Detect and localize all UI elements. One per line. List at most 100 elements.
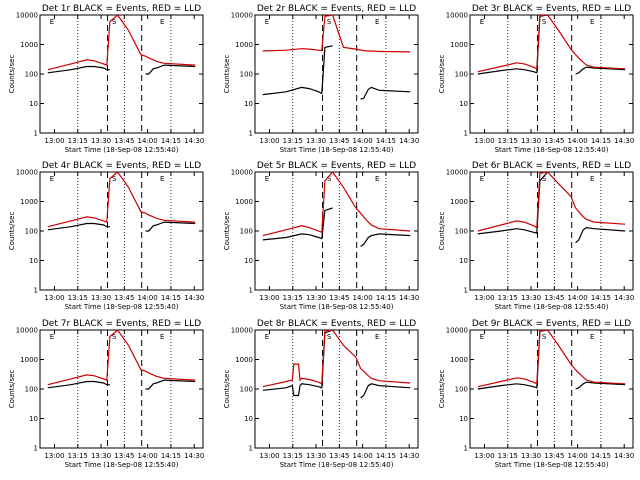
- series-lld-line: [47, 15, 196, 71]
- series-events-line: [477, 15, 626, 75]
- x-tick-label: 14:30: [399, 452, 419, 460]
- x-tick-label: 13:00: [259, 452, 279, 460]
- x-tick-label: 13:30: [306, 137, 326, 145]
- x-axis-label: Start Time (18-Sep-08 12:55:40): [280, 461, 394, 469]
- y-axis-label: Counts/sec: [438, 55, 446, 94]
- marker-label: S: [542, 18, 547, 26]
- y-tick-label: 1000: [235, 198, 253, 206]
- y-tick-label: 10: [244, 257, 253, 265]
- plot-frame: [469, 329, 634, 449]
- marker-label: E: [160, 175, 164, 183]
- marker-label: E: [480, 333, 484, 341]
- marker-label: E: [375, 18, 379, 26]
- y-tick-label: 1: [34, 130, 38, 138]
- y-axis-label: Counts/sec: [8, 55, 16, 94]
- y-tick-label: 10: [459, 257, 468, 265]
- x-tick-label: 14:00: [138, 294, 158, 302]
- y-tick-label: 100: [455, 71, 468, 79]
- panel-title: Det 9r BLACK = Events, RED = LLD: [472, 319, 631, 329]
- marker-label: E: [160, 333, 164, 341]
- marker-label: E: [265, 175, 269, 183]
- x-tick-label: 13:15: [68, 294, 88, 302]
- series-lld-line: [477, 15, 626, 73]
- y-tick-label: 1000: [235, 41, 253, 49]
- x-tick-label: 14:00: [138, 452, 158, 460]
- plot-frame: [39, 329, 204, 449]
- series-events-line: [477, 172, 626, 244]
- y-tick-label: 100: [455, 386, 468, 394]
- x-tick-label: 14:00: [568, 452, 588, 460]
- panel-title: Det 4r BLACK = Events, RED = LLD: [42, 161, 201, 171]
- y-tick-label: 10000: [231, 327, 253, 335]
- x-tick-label: 13:15: [498, 452, 518, 460]
- marker-label: E: [480, 18, 484, 26]
- series-events-line: [47, 379, 196, 390]
- x-tick-label: 13:15: [498, 137, 518, 145]
- x-tick-label: 13:30: [91, 294, 111, 302]
- x-tick-label: 13:00: [474, 137, 494, 145]
- x-tick-label: 13:15: [498, 294, 518, 302]
- y-tick-label: 100: [240, 71, 253, 79]
- y-tick-label: 10000: [16, 327, 38, 335]
- x-tick-label: 13:15: [283, 294, 303, 302]
- y-tick-label: 10000: [446, 12, 468, 20]
- y-tick-label: 1000: [20, 41, 38, 49]
- x-tick-label: 13:30: [91, 137, 111, 145]
- x-axis-label: Start Time (18-Sep-08 12:55:40): [280, 146, 394, 154]
- x-tick-label: 14:30: [614, 137, 634, 145]
- marker-label: E: [590, 175, 594, 183]
- marker-label: E: [50, 333, 54, 341]
- y-tick-label: 10000: [231, 12, 253, 20]
- marker-label: S: [327, 18, 332, 26]
- y-tick-label: 10: [29, 257, 38, 265]
- marker-label: E: [265, 333, 269, 341]
- x-tick-label: 13:30: [306, 452, 326, 460]
- y-tick-label: 100: [240, 228, 253, 236]
- y-tick-label: 1000: [450, 41, 468, 49]
- marker-label: E: [590, 333, 594, 341]
- panel-title: Det 8r BLACK = Events, RED = LLD: [257, 319, 416, 329]
- y-tick-label: 10: [29, 100, 38, 108]
- x-axis-label: Start Time (18-Sep-08 12:55:40): [495, 146, 609, 154]
- panel-6: Det 6r BLACK = Events, RED = LLD 1 10 100 10…: [438, 161, 634, 311]
- plot-frame: [469, 171, 634, 291]
- y-axis-label: Counts/sec: [8, 212, 16, 251]
- x-tick-label: 13:00: [44, 452, 64, 460]
- series-events-line: [47, 221, 196, 232]
- x-tick-label: 14:30: [184, 452, 204, 460]
- y-tick-label: 1: [34, 445, 38, 453]
- panel-7: Det 7r BLACK = Events, RED = LLD 1 10 100 10…: [8, 319, 204, 469]
- panel-3: Det 3r BLACK = Events, RED = LLD 1 10 100 10…: [438, 4, 634, 154]
- y-axis-label: Counts/sec: [8, 370, 16, 409]
- panel-8: Det 8r BLACK = Events, RED = LLD 1 10 100 10…: [223, 319, 419, 469]
- plot-frame: [39, 171, 204, 291]
- x-axis-label: Start Time (18-Sep-08 12:55:40): [495, 461, 609, 469]
- x-tick-label: 14:30: [614, 294, 634, 302]
- x-axis-label: Start Time (18-Sep-08 12:55:40): [495, 303, 609, 311]
- panel-title: Det 7r BLACK = Events, RED = LLD: [42, 319, 201, 329]
- y-tick-label: 1000: [450, 356, 468, 364]
- y-axis-label: Counts/sec: [438, 212, 446, 251]
- x-tick-label: 14:15: [376, 137, 396, 145]
- panel-4: Det 4r BLACK = Events, RED = LLD 1 10 100 10…: [8, 161, 204, 311]
- y-tick-label: 1: [249, 287, 253, 295]
- marker-label: S: [112, 333, 117, 341]
- marker-label: E: [160, 18, 164, 26]
- marker-label: S: [327, 333, 332, 341]
- x-tick-label: 14:00: [353, 294, 373, 302]
- y-tick-label: 10: [244, 415, 253, 423]
- y-tick-label: 1: [464, 287, 468, 295]
- y-tick-label: 100: [455, 228, 468, 236]
- x-tick-label: 14:30: [399, 137, 419, 145]
- x-tick-label: 13:30: [521, 137, 541, 145]
- y-tick-label: 100: [240, 386, 253, 394]
- y-tick-label: 1: [464, 130, 468, 138]
- y-axis-label: Counts/sec: [223, 55, 231, 94]
- x-tick-label: 13:15: [68, 452, 88, 460]
- x-axis-label: Start Time (18-Sep-08 12:55:40): [65, 303, 179, 311]
- x-tick-label: 13:00: [259, 294, 279, 302]
- x-tick-label: 13:45: [544, 452, 564, 460]
- x-tick-label: 13:00: [259, 137, 279, 145]
- plot-frame: [39, 14, 204, 134]
